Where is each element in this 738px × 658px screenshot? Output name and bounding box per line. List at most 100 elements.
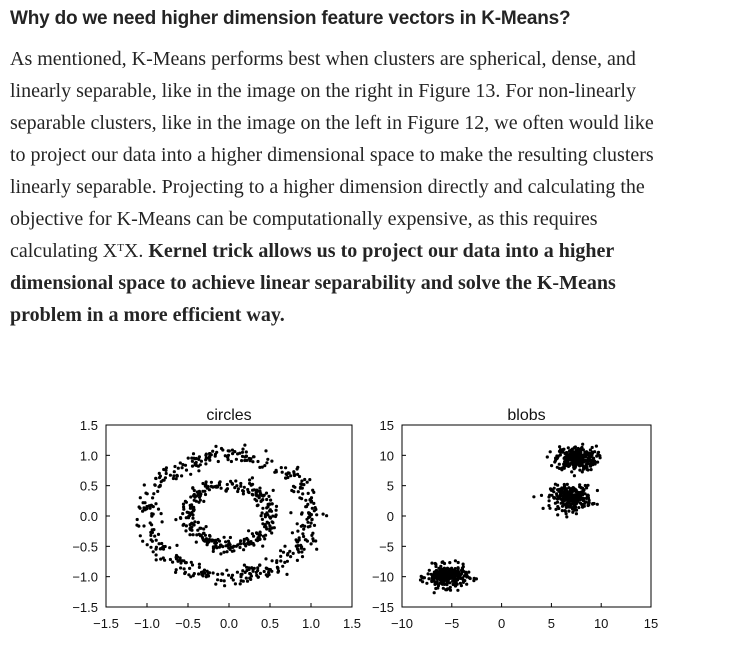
data-point <box>289 474 293 478</box>
data-point <box>248 481 252 486</box>
data-point <box>187 573 191 577</box>
data-point <box>574 505 578 509</box>
data-point <box>204 480 208 484</box>
data-point <box>154 547 158 551</box>
data-point <box>595 488 600 493</box>
data-point <box>211 449 215 453</box>
data-point <box>263 513 267 517</box>
data-point <box>216 578 220 582</box>
data-point <box>247 529 251 533</box>
data-point <box>265 527 269 531</box>
data-point <box>197 469 201 473</box>
data-point <box>583 483 587 488</box>
data-point <box>304 498 308 502</box>
data-point <box>588 448 593 452</box>
data-point <box>244 450 248 454</box>
data-point <box>298 486 302 490</box>
data-point <box>567 462 572 466</box>
data-point <box>214 582 218 586</box>
data-point <box>578 468 582 472</box>
data-point <box>198 498 202 502</box>
data-point <box>174 557 179 561</box>
data-point <box>168 557 172 562</box>
data-point <box>138 506 142 510</box>
y-tick-label: 15 <box>380 418 394 433</box>
data-point <box>184 524 188 528</box>
data-point <box>204 525 208 529</box>
data-point <box>204 575 208 579</box>
data-point <box>441 586 445 590</box>
data-point <box>310 518 314 522</box>
data-point <box>245 579 250 583</box>
data-point <box>594 444 599 448</box>
para-line: calculating X <box>10 240 118 262</box>
data-point <box>246 487 250 492</box>
data-point <box>234 457 238 461</box>
data-point <box>263 464 267 468</box>
data-point <box>547 499 551 503</box>
data-point <box>310 506 314 510</box>
data-point <box>261 544 265 548</box>
data-point <box>283 544 287 548</box>
data-point <box>279 554 283 558</box>
data-point <box>228 535 232 540</box>
data-point <box>242 563 246 567</box>
data-point <box>238 451 242 455</box>
data-point <box>293 485 297 489</box>
data-point <box>255 539 260 543</box>
data-point <box>555 497 560 501</box>
data-point <box>158 474 162 478</box>
data-point <box>190 510 194 515</box>
data-point <box>238 545 242 550</box>
data-point <box>446 575 450 579</box>
data-point <box>302 527 306 531</box>
data-point <box>296 465 300 469</box>
data-point <box>270 531 274 535</box>
data-point <box>286 552 290 556</box>
data-point <box>194 540 198 544</box>
data-point <box>312 501 316 505</box>
data-point <box>595 502 599 506</box>
data-point <box>581 496 585 500</box>
data-point <box>458 581 462 585</box>
plot-title: blobs <box>507 407 545 424</box>
data-point <box>153 483 157 487</box>
data-point <box>205 541 210 545</box>
data-point <box>135 517 139 522</box>
data-point <box>275 565 279 569</box>
data-point <box>261 506 265 510</box>
bold-statement: dimensional space to achieve linear sepa… <box>10 272 616 294</box>
data-point <box>560 497 564 501</box>
data-point <box>203 539 207 543</box>
data-point <box>230 573 235 577</box>
data-point <box>276 569 281 573</box>
data-point <box>258 530 262 534</box>
data-point <box>241 447 245 451</box>
data-point <box>180 466 184 470</box>
data-point <box>182 522 186 526</box>
data-point <box>174 477 178 481</box>
data-point <box>195 533 199 537</box>
data-point <box>453 559 457 563</box>
data-point <box>580 470 584 474</box>
data-point <box>208 458 212 462</box>
data-point <box>568 498 572 502</box>
data-point <box>268 508 272 512</box>
data-point <box>299 543 303 547</box>
data-point <box>426 572 430 576</box>
scatter-points <box>135 443 329 588</box>
data-point <box>568 457 572 461</box>
data-point <box>258 571 262 575</box>
data-point <box>251 460 255 464</box>
data-point <box>565 482 569 486</box>
data-point <box>220 572 224 576</box>
data-point <box>302 547 306 551</box>
data-point <box>570 470 574 474</box>
data-point <box>297 474 302 479</box>
data-point <box>176 466 180 470</box>
data-point <box>296 529 300 533</box>
data-point <box>184 516 188 520</box>
data-point <box>458 576 463 580</box>
data-point <box>570 451 574 455</box>
